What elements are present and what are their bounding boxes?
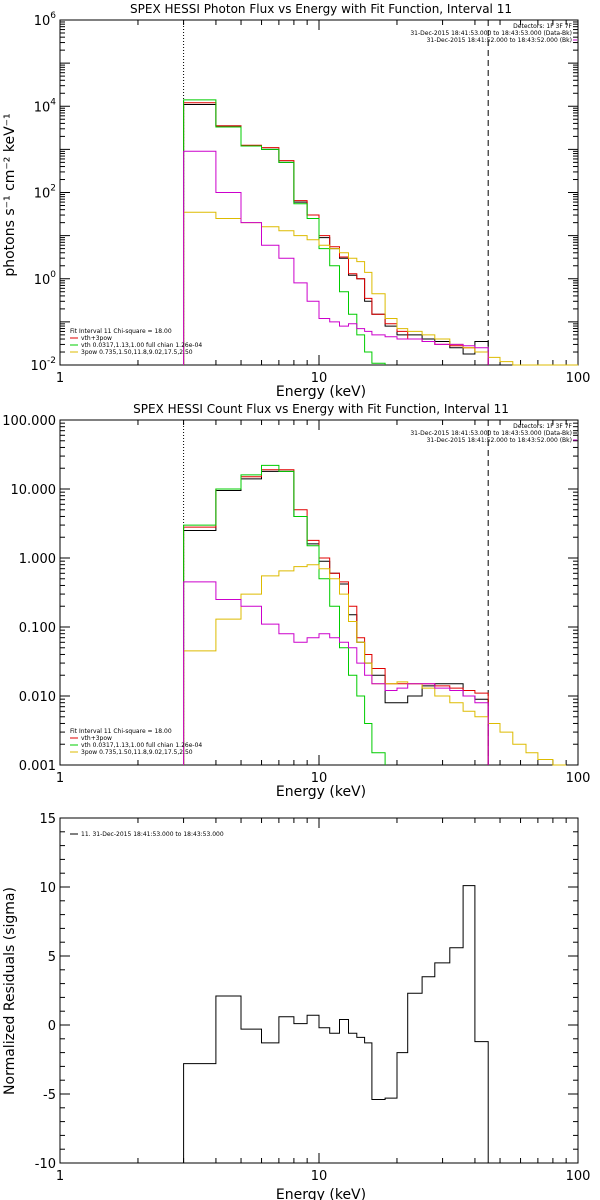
photon-flux-y-tick-label: 104 <box>34 97 57 115</box>
photon-flux-legend-entry: Fit Interval 11 Chi-square = 18.00 <box>70 328 172 335</box>
count-flux-x-tick-label: 10 <box>311 771 328 786</box>
photon-flux-header-line: Detectors: 1F 3F 7F <box>513 23 572 30</box>
photon-flux-header-line: 31-Dec-2015 18:41:53.000 to 18:43:53.000… <box>410 30 572 37</box>
photon-flux-xlabel: Energy (keV) <box>276 384 366 400</box>
photon-flux-legend-entry: vth+3pow <box>81 335 112 342</box>
photon-flux-x-tick-label: 1 <box>56 371 64 386</box>
photon-flux-series-data-bk <box>183 104 489 365</box>
residuals-y-tick-label: 10 <box>39 881 56 896</box>
photon-flux-series-3pow <box>183 211 578 366</box>
count-flux-legend-entry: 3pow 0.735,1.50,11.8,9.02,17.5,2.50 <box>81 749 193 756</box>
residuals-xlabel: Energy (keV) <box>276 1187 366 1200</box>
photon-flux-y-tick-label: 100 <box>34 270 57 288</box>
photon-flux-ylabel: photons s⁻¹ cm⁻² keV⁻¹ <box>2 113 18 276</box>
residuals-plot-area <box>59 817 579 1164</box>
residuals-panel: Energy (keV) Normalized Residuals (sigma… <box>2 812 590 1200</box>
count-flux-x-tick-label: 1 <box>56 771 64 786</box>
count-flux-series-data-bk <box>183 470 489 765</box>
count-flux-y-tick-label: 10.000 <box>11 483 57 498</box>
residuals-x-tick-label: 10 <box>311 1169 328 1184</box>
count-flux-title: SPEX HESSI Count Flux vs Energy with Fit… <box>133 402 509 416</box>
photon-flux-x-tick-label: 10 <box>311 371 328 386</box>
photon-flux-legend-entry: 3pow 0.735,1.50,11.8,9.02,17.5,2.50 <box>81 349 193 356</box>
photon-flux-series-vth-3pow <box>183 102 489 365</box>
residuals-y-tick-label: -10 <box>35 1157 56 1172</box>
count-flux-legend-entry: Fit Interval 11 Chi-square = 18.00 <box>70 728 172 735</box>
photon-flux-y-tick-label: 10-2 <box>30 356 56 374</box>
residuals-ylabel: Normalized Residuals (sigma) <box>2 887 18 1095</box>
count-flux-header-line: 31-Dec-2015 18:41:52.000 to 18:43:52.000… <box>427 437 572 444</box>
count-flux-plot-area <box>59 419 579 766</box>
count-flux-y-tick-label: 0.100 <box>19 621 56 636</box>
photon-flux-series-vth <box>183 99 386 365</box>
residuals-y-tick-label: -5 <box>43 1088 56 1103</box>
residuals-legend-entry: 11. 31-Dec-2015 18:41:53.000 to 18:43:53… <box>81 831 224 838</box>
residuals-series-residuals <box>183 885 489 1163</box>
residuals-x-tick-label: 1 <box>56 1169 64 1184</box>
residuals-x-tick-label: 100 <box>566 1169 591 1184</box>
photon-flux-legend-entry: vth 0.0317,1.13,1.00 full chian 1.26e-04 <box>81 342 202 349</box>
photon-flux-title: SPEX HESSI Photon Flux vs Energy with Fi… <box>130 2 512 16</box>
count-flux-legend-entry: vth+3pow <box>81 735 112 742</box>
photon-flux-panel: SPEX HESSI Photon Flux vs Energy with Fi… <box>2 2 590 400</box>
count-flux-header-line: 31-Dec-2015 18:41:53.000 to 18:43:53.000… <box>410 430 572 437</box>
count-flux-series-vth <box>183 464 386 765</box>
count-flux-legend-entry: vth 0.0317,1.13,1.00 full chian 1.26e-04 <box>81 742 202 749</box>
count-flux-header-line: Detectors: 1F 3F 7F <box>513 423 572 430</box>
residuals-y-tick-label: 15 <box>39 812 56 827</box>
photon-flux-y-tick-label: 102 <box>34 184 56 202</box>
count-flux-series-vth-3pow <box>183 469 489 765</box>
count-flux-panel: SPEX HESSI Count Flux vs Energy with Fit… <box>2 402 590 800</box>
count-flux-y-tick-label: 100.000 <box>2 414 56 429</box>
residuals-y-tick-label: 0 <box>48 1019 56 1034</box>
count-flux-y-tick-label: 0.001 <box>19 759 56 774</box>
count-flux-series-bk <box>183 581 489 765</box>
photon-flux-x-tick-label: 100 <box>566 371 591 386</box>
count-flux-series-3pow <box>183 564 567 766</box>
photon-flux-y-tick-label: 106 <box>34 11 57 29</box>
count-flux-y-tick-label: 1.000 <box>19 552 56 567</box>
residuals-y-tick-label: 5 <box>48 950 56 965</box>
count-flux-y-tick-label: 0.010 <box>19 690 56 705</box>
photon-flux-header-line: 31-Dec-2015 18:41:52.000 to 18:43:52.000… <box>427 37 572 44</box>
count-flux-x-tick-label: 100 <box>566 771 591 786</box>
photon-flux-series-bk <box>183 150 489 365</box>
count-flux-xlabel: Energy (keV) <box>276 784 366 800</box>
